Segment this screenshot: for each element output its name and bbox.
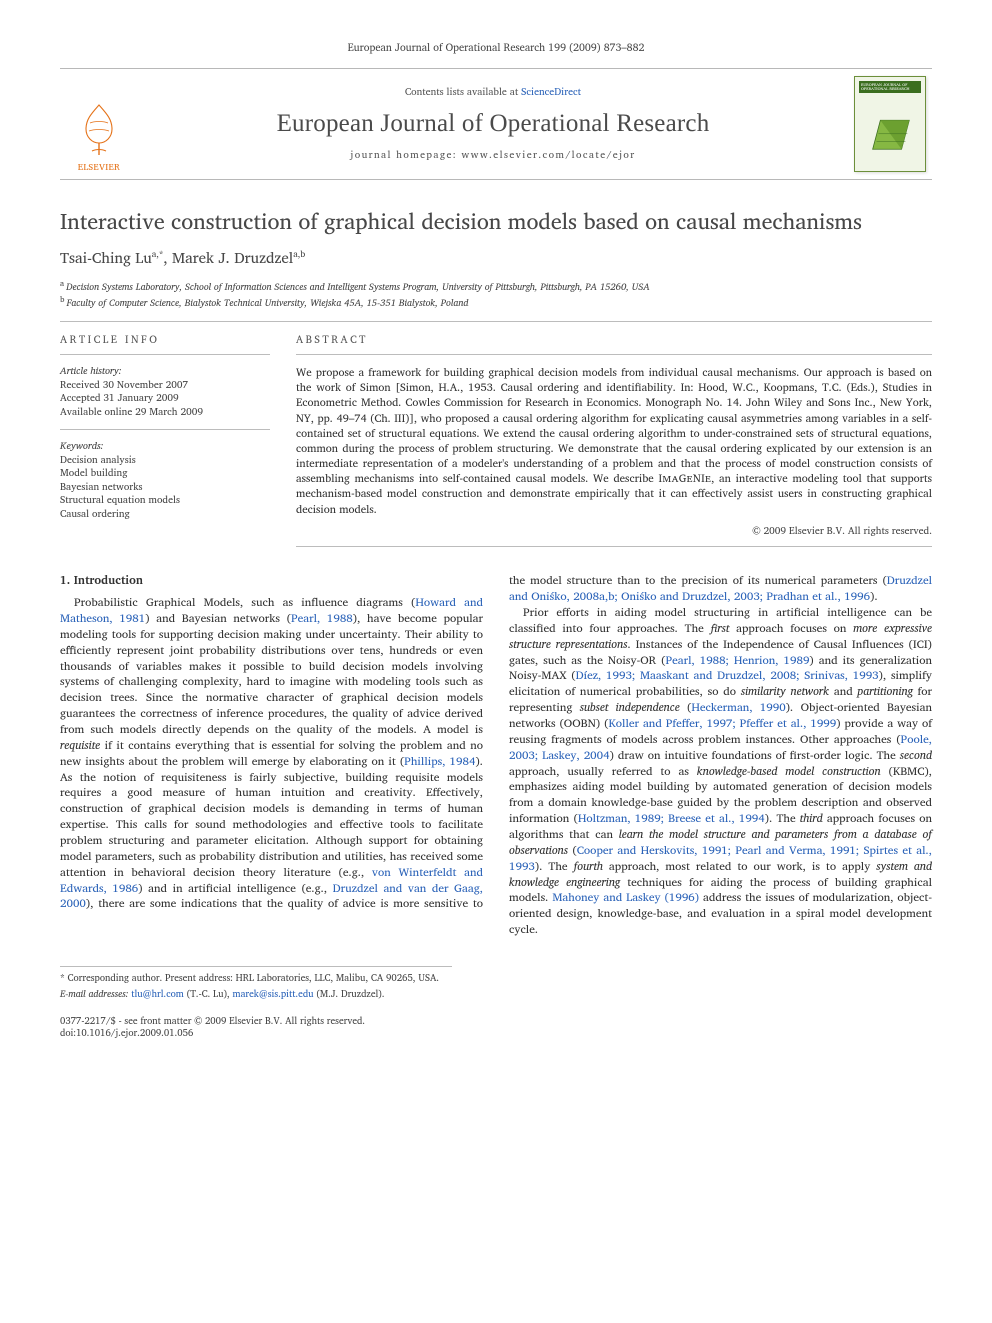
article-info: ARTICLE INFO Article history: Received 3… [60,332,270,557]
journal-name: European Journal of Operational Research [138,107,848,141]
author-2-sup: a,b [293,246,305,261]
article-title: Interactive construction of graphical de… [60,208,932,236]
abstract-head: ABSTRACT [296,332,932,346]
author-1-sup: a,* [152,246,164,261]
authors-line: Tsai-Ching Lua,*, Marek J. Druzdzela,b [60,248,932,268]
publisher-name: ELSEVIER [78,161,120,173]
abstract-block: ABSTRACT We propose a framework for buil… [296,332,932,557]
corresponding-note: * Corresponding author. Present address:… [60,973,452,986]
email-label: E-mail addresses: [60,987,131,1002]
email-who-2: (M.J. Druzdzel). [314,987,385,1002]
t: ), there are some indi [86,894,201,913]
email-line: E-mail addresses: tlu@hrl.com (T.-C. Lu)… [60,989,452,1002]
keywords-list: Decision analysis Model building Bayesia… [60,454,270,522]
contents-prefix: Contents lists available at [405,84,521,100]
running-head: European Journal of Operational Research… [60,40,932,54]
footnotes: * Corresponding author. Present address:… [60,966,452,1002]
homepage-prefix: journal homepage: [350,147,461,163]
email-who-1: (T.-C. Lu), [184,987,233,1002]
sciencedirect-link[interactable]: ScienceDirect [521,84,581,100]
journal-cover-thumb: EUROPEAN JOURNAL OF OPERATIONAL RESEARCH [848,69,932,179]
rule [60,321,932,322]
section-1-head: 1. Introduction [60,573,483,589]
homepage-url: www.elsevier.com/locate/ejor [461,147,635,163]
affiliations: aDecision Systems Laboratory, School of … [60,278,932,311]
t: ), have become popular modeling tools fo… [60,609,483,739]
rule [296,354,932,355]
author-2: , Marek J. Druzdzel [163,245,293,270]
homepage-line: journal homepage: www.elsevier.com/locat… [138,149,848,163]
bottom-meta: 0377-2217/$ - see front matter © 2009 El… [60,1016,932,1041]
masthead-center: Contents lists available at ScienceDirec… [138,69,848,179]
doi-line: doi:10.1016/j.ejor.2009.01.056 [60,1028,932,1040]
cover-art-icon [863,101,917,155]
author-1: Tsai-Ching Lu [60,245,152,270]
info-abstract-row: ARTICLE INFO Article history: Received 3… [60,332,932,557]
cover-strip-text: EUROPEAN JOURNAL OF OPERATIONAL RESEARCH [859,81,921,93]
body-columns: 1. Introduction Probabilistic Graphical … [60,573,932,938]
history-online: Available online 29 March 2009 [60,406,270,420]
abstract-text: We propose a framework for building grap… [296,365,932,517]
article-info-head: ARTICLE INFO [60,332,270,346]
paragraph: Prior efforts in aiding model structurin… [509,605,932,938]
cover-box: EUROPEAN JOURNAL OF OPERATIONAL RESEARCH [854,76,926,172]
elsevier-tree-icon [72,99,126,159]
keyword: Causal ordering [60,508,270,522]
publisher-logo: ELSEVIER [60,69,138,179]
rule [60,429,270,430]
email-link-2[interactable]: marek@sis.pitt.edu [233,987,314,1002]
affiliation-a: Decision Systems Laboratory, School of I… [66,280,650,295]
affiliation-b: Faculty of Computer Science, Bialystok T… [66,297,468,312]
rule [296,546,932,547]
rule [60,354,270,355]
contents-line: Contents lists available at ScienceDirec… [138,86,848,100]
email-link-1[interactable]: tlu@hrl.com [131,987,184,1002]
journal-masthead: ELSEVIER Contents lists available at Sci… [60,68,932,180]
abstract-copyright: © 2009 Elsevier B.V. All rights reserved… [296,525,932,539]
